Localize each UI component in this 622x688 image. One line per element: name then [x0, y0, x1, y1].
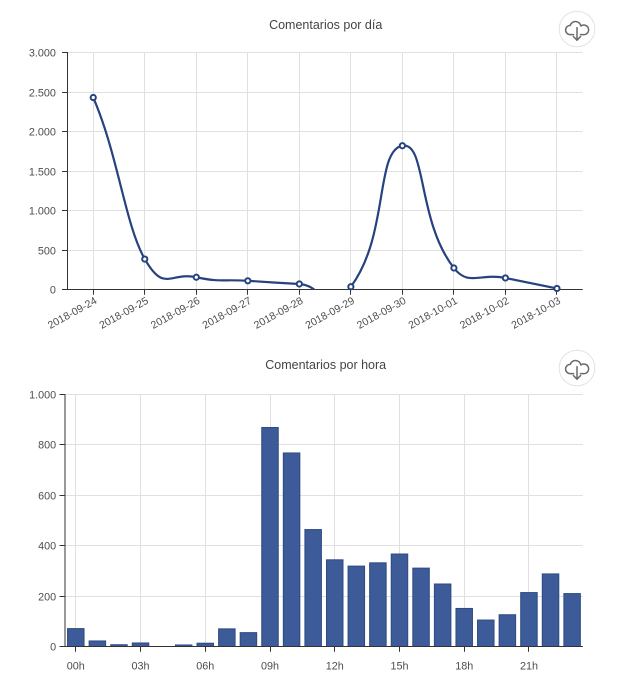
svg-text:06h: 06h	[196, 660, 214, 672]
svg-text:15h: 15h	[390, 660, 408, 672]
svg-text:03h: 03h	[132, 660, 150, 672]
svg-text:09h: 09h	[261, 660, 279, 672]
svg-text:00h: 00h	[67, 660, 85, 672]
svg-text:1.000: 1.000	[29, 205, 56, 217]
svg-text:500: 500	[38, 245, 56, 257]
svg-text:Comentarios por día: Comentarios por día	[269, 18, 382, 32]
svg-text:600: 600	[38, 490, 56, 502]
svg-text:800: 800	[38, 439, 56, 451]
svg-text:21h: 21h	[520, 660, 538, 672]
svg-text:0: 0	[50, 284, 56, 296]
svg-text:200: 200	[38, 591, 56, 603]
svg-text:1.500: 1.500	[29, 166, 56, 178]
svg-text:2.000: 2.000	[29, 126, 56, 138]
svg-text:400: 400	[38, 540, 56, 552]
svg-text:1.000: 1.000	[29, 389, 56, 401]
svg-text:3.000: 3.000	[29, 47, 56, 59]
svg-text:0: 0	[50, 641, 56, 653]
svg-text:2.500: 2.500	[29, 87, 56, 99]
svg-text:Comentarios por hora: Comentarios por hora	[265, 358, 386, 372]
svg-text:12h: 12h	[326, 660, 344, 672]
svg-text:18h: 18h	[455, 660, 473, 672]
